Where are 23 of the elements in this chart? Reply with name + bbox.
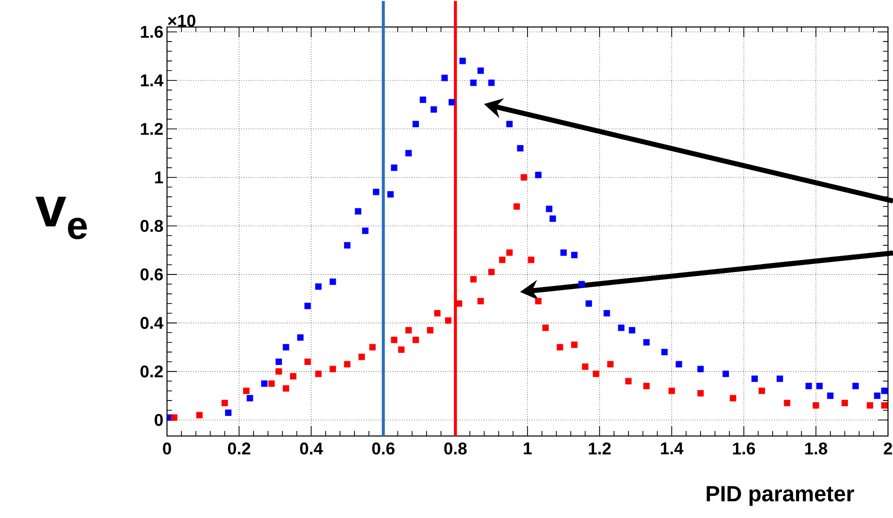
x-tick-label: 1 (524, 442, 532, 454)
x-tick-label: 0.8 (444, 442, 467, 455)
y-tick-label: 0 (154, 414, 163, 426)
y-tick-label: 1.2 (140, 122, 163, 135)
y-tick-label: 0.8 (140, 220, 163, 232)
x-tick-label: 0.2 (228, 442, 250, 455)
y-tick-label: 1.4 (140, 74, 164, 86)
y-axis-title: v$_{e}$ (36, 196, 87, 240)
x-tick-label: 1.6 (733, 442, 756, 455)
x-tick-label: 1.2 (588, 442, 611, 454)
y-tick-label: 0.6 (140, 268, 163, 280)
text: ×10 (168, 14, 196, 27)
x-tick-label: 0.6 (372, 442, 395, 455)
x-tick-label: 0.4 (300, 442, 323, 455)
x-tick-label: 1.4 (660, 442, 684, 454)
y-tick-label: 0.2 (140, 365, 163, 378)
y-tick-label: 0.4 (140, 316, 164, 329)
y-tick-label: 1.6 (140, 26, 163, 38)
x-tick-label: 1.8 (805, 442, 828, 455)
x-axis-title: PID parameter (706, 486, 854, 506)
y-tick-label: 1 (155, 172, 164, 184)
x-tick-label: 2 (884, 442, 892, 454)
x-tick-label: 0 (162, 442, 172, 455)
